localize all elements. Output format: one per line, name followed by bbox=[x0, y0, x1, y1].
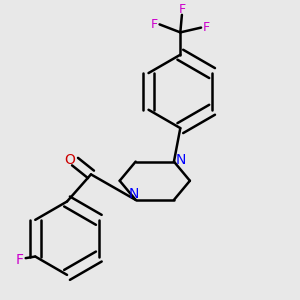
Text: N: N bbox=[176, 153, 186, 167]
Text: N: N bbox=[129, 187, 139, 201]
Text: F: F bbox=[203, 21, 210, 34]
Text: F: F bbox=[15, 253, 23, 267]
Text: F: F bbox=[178, 3, 185, 16]
Text: F: F bbox=[150, 18, 158, 31]
Text: O: O bbox=[64, 153, 75, 167]
